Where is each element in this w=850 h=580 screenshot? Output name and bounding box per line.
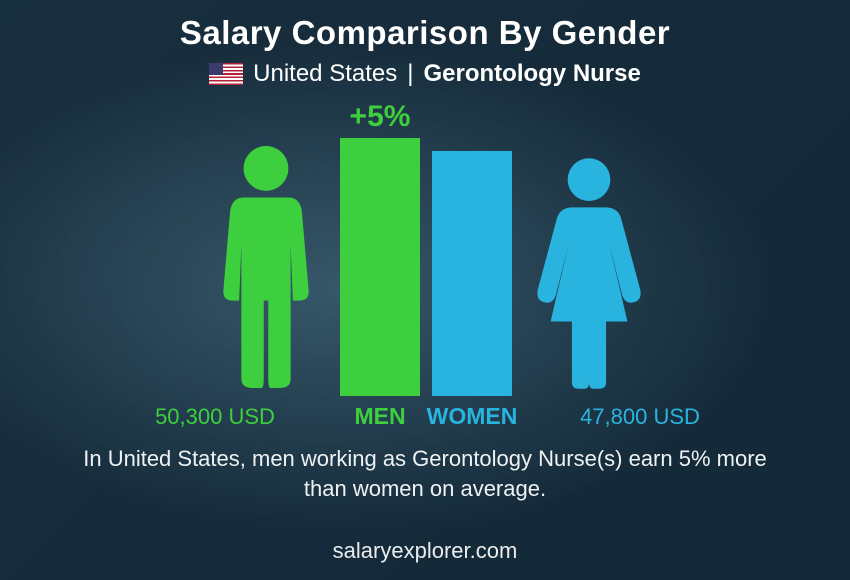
male-icon — [210, 138, 322, 396]
subtitle: United States | Gerontology Nurse — [0, 52, 850, 88]
bar-male — [340, 138, 420, 396]
salary-male: 50,300 USD — [155, 404, 275, 430]
bar-female — [432, 151, 512, 396]
female-icon — [525, 151, 653, 396]
bar-label-male: MEN — [354, 403, 405, 430]
separator: | — [407, 60, 413, 88]
bar-label-female: WOMEN — [427, 403, 518, 430]
salary-female: 47,800 USD — [580, 404, 700, 430]
footer-source: salaryexplorer.com — [0, 538, 850, 564]
percentage-difference: +5% — [350, 100, 411, 134]
comparison-chart: +5% MEN WOMEN 50,300 USD 47,800 USD — [0, 100, 850, 430]
occupation-label: Gerontology Nurse — [423, 60, 640, 88]
country-label: United States — [253, 60, 397, 88]
description-text: In United States, men working as Geronto… — [0, 430, 850, 503]
page-title: Salary Comparison By Gender — [0, 0, 850, 52]
flag-icon — [209, 63, 243, 85]
